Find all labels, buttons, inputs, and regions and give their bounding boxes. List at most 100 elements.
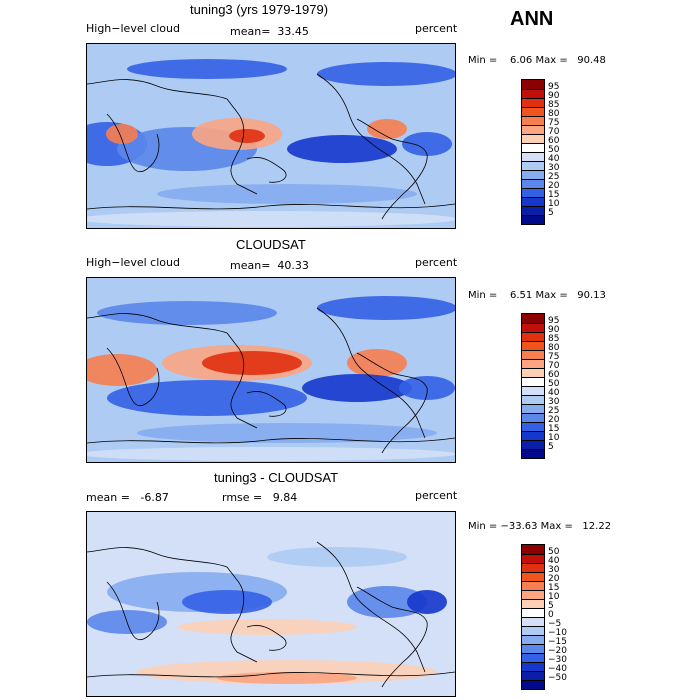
colorbar-swatch — [522, 386, 544, 395]
colorbar-tick-label: 30 — [548, 163, 560, 173]
panel-3-map — [86, 511, 456, 697]
contour-region — [202, 351, 302, 375]
coastline — [106, 347, 160, 407]
colorbar-swatch — [522, 314, 544, 323]
colorbar-swatch — [522, 545, 544, 554]
colorbar-tick-label: 15 — [548, 583, 560, 593]
colorbar-swatch — [522, 449, 544, 458]
coastline — [106, 113, 160, 173]
colorbar-tick-label: 5 — [548, 208, 554, 218]
coastline — [87, 671, 455, 678]
colorbar-swatch — [522, 143, 544, 152]
colorbar-swatch — [522, 188, 544, 197]
panel-3-minmax: Min = −33.63 Max = 12.22 — [468, 521, 612, 532]
colorbar-tick-label: 0 — [548, 610, 554, 620]
colorbar-swatch — [522, 332, 544, 341]
panel-3-colorbar — [521, 544, 545, 690]
colorbar-swatch — [522, 626, 544, 635]
colorbar-tick-label: 60 — [548, 370, 560, 380]
contour-region — [182, 590, 272, 614]
panel-1-variable-label: High−level cloud — [86, 22, 180, 35]
colorbar-swatch — [522, 395, 544, 404]
colorbar-swatch — [522, 431, 544, 440]
colorbar-swatch — [522, 116, 544, 125]
colorbar-tick-label: −30 — [548, 655, 567, 665]
colorbar-tick-label: −15 — [548, 637, 567, 647]
colorbar-tick-label: 25 — [548, 172, 560, 182]
colorbar-swatch — [522, 323, 544, 332]
colorbar-tick-label: 85 — [548, 100, 560, 110]
panel-2-map — [86, 277, 456, 463]
map-field — [87, 44, 455, 228]
contour-region — [127, 59, 287, 79]
colorbar-tick-label: 50 — [548, 547, 560, 557]
season-label: ANN — [510, 8, 554, 30]
colorbar-swatch — [522, 554, 544, 563]
colorbar-tick-label: −5 — [548, 619, 562, 629]
colorbar-swatch — [522, 98, 544, 107]
panel-2-minmax: Min = 6.51 Max = 90.13 — [468, 290, 606, 301]
colorbar-tick-label: 70 — [548, 127, 560, 137]
colorbar-tick-label: 10 — [548, 199, 560, 209]
colorbar-tick-label: 60 — [548, 136, 560, 146]
colorbar-swatch — [522, 563, 544, 572]
colorbar-tick-label: 15 — [548, 190, 560, 200]
coastline — [87, 547, 258, 663]
contour-region — [107, 380, 307, 416]
colorbar-swatch — [522, 170, 544, 179]
colorbar-tick-label: 40 — [548, 154, 560, 164]
colorbar-swatch — [522, 215, 544, 224]
colorbar-swatch — [522, 80, 544, 89]
panel-2-title: CLOUDSAT — [236, 237, 306, 252]
colorbar-swatch — [522, 599, 544, 608]
colorbar-swatch — [522, 197, 544, 206]
colorbar-swatch — [522, 662, 544, 671]
colorbar-tick-label: −20 — [548, 646, 567, 656]
coastline — [356, 586, 428, 688]
colorbar-swatch — [522, 671, 544, 680]
coastline — [316, 541, 426, 673]
panel-1-minmax: Min = 6.06 Max = 90.48 — [468, 55, 606, 66]
map-field — [87, 512, 455, 696]
colorbar-swatch — [522, 581, 544, 590]
contour-region — [87, 211, 455, 227]
colorbar-tick-label: −40 — [548, 664, 567, 674]
colorbar-swatch — [522, 608, 544, 617]
panel-2-variable-label: High−level cloud — [86, 256, 180, 269]
colorbar-tick-label: 20 — [548, 574, 560, 584]
panel-1-title: tuning3 (yrs 1979-1979) — [190, 2, 329, 17]
map-field — [87, 278, 455, 462]
colorbar-tick-label: 25 — [548, 406, 560, 416]
colorbar-tick-label: 95 — [548, 82, 560, 92]
colorbar-swatch — [522, 572, 544, 581]
coastline — [87, 313, 258, 429]
contour-region — [317, 62, 455, 86]
colorbar-tick-label: 50 — [548, 145, 560, 155]
colorbar-tick-label: 5 — [548, 442, 554, 452]
contour-region — [347, 586, 427, 618]
coastline — [316, 307, 426, 439]
contour-region — [87, 354, 157, 386]
contour-region — [287, 135, 397, 163]
colorbar-tick-label: 30 — [548, 397, 560, 407]
panel-3-rmse-label: rmse = 9.84 — [222, 491, 298, 504]
coastline — [316, 73, 426, 205]
contour-region — [317, 296, 455, 320]
colorbar-swatch — [522, 653, 544, 662]
colorbar-tick-label: 10 — [548, 433, 560, 443]
coastline — [106, 581, 160, 641]
colorbar-tick-label: 85 — [548, 334, 560, 344]
colorbar-tick-label: 80 — [548, 343, 560, 353]
contour-region — [407, 590, 447, 614]
colorbar-swatch — [522, 590, 544, 599]
colorbar-tick-label: 40 — [548, 388, 560, 398]
colorbar-swatch — [522, 404, 544, 413]
colorbar-tick-label: 90 — [548, 325, 560, 335]
colorbar-tick-label: 15 — [548, 424, 560, 434]
colorbar-swatch — [522, 350, 544, 359]
colorbar-tick-label: −50 — [548, 673, 567, 683]
colorbar-swatch — [522, 644, 544, 653]
coastline — [356, 118, 428, 220]
colorbar-tick-label: 30 — [548, 565, 560, 575]
colorbar-swatch — [522, 341, 544, 350]
